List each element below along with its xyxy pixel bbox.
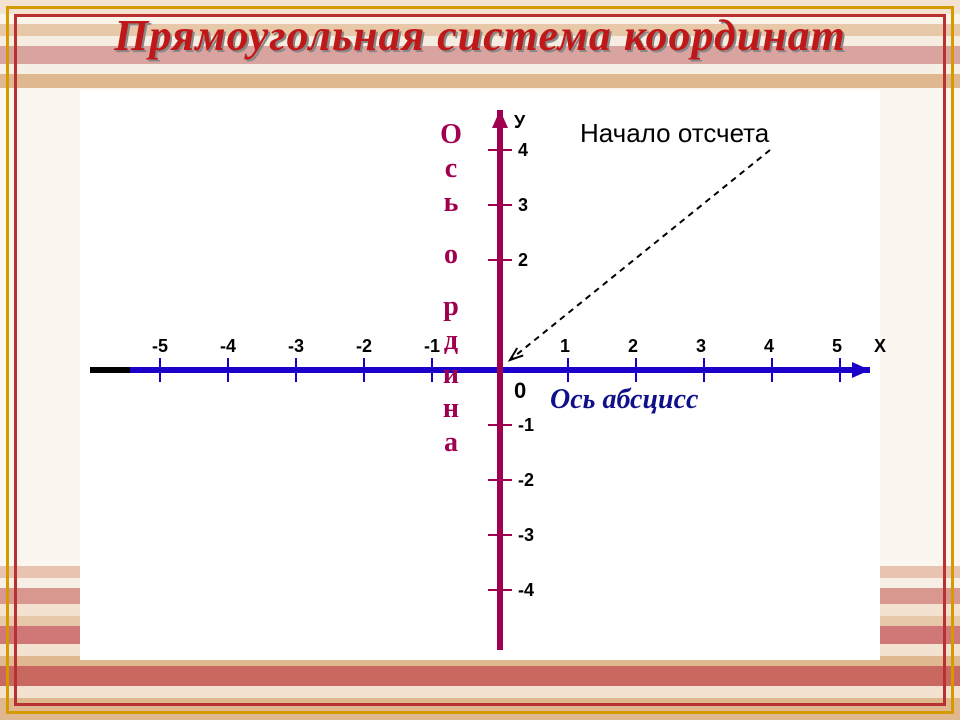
x-tick-label: 4 [764, 336, 774, 357]
y-tick-label: 3 [518, 195, 528, 216]
y-tick-label: -1 [518, 415, 534, 436]
y-axis-name-letter: О [436, 118, 466, 152]
y-axis-name-letter: и [436, 358, 466, 392]
y-tick-label: 2 [518, 250, 528, 271]
y-tick-label: 4 [518, 140, 528, 161]
x-tick-label: -4 [220, 336, 236, 357]
x-axis-name: Ось абсцисс [550, 384, 698, 416]
x-tick-label: 5 [832, 336, 842, 357]
y-axis-name: Осьордина [436, 118, 466, 460]
y-axis-name-letter: о [436, 238, 466, 272]
y-axis-name-letter: ь [436, 186, 466, 220]
y-axis-name-letter: с [436, 152, 466, 186]
y-tick-label: -4 [518, 580, 534, 601]
origin-pointer-label: Начало отсчета [580, 118, 769, 149]
y-axis-name-letter: н [436, 392, 466, 426]
x-axis-letter: Х [874, 336, 886, 357]
x-tick-label: -2 [356, 336, 372, 357]
x-tick-label: -5 [152, 336, 168, 357]
x-tick-label: 1 [560, 336, 570, 357]
coordinate-plot: -5-4-3-2-112345 432-1-2-3-4 Х У 0 Начало… [80, 90, 880, 660]
plot-svg [80, 90, 880, 660]
y-axis-name-letter: д [436, 324, 466, 358]
origin-zero: 0 [514, 378, 526, 404]
x-tick-label: 3 [696, 336, 706, 357]
y-tick-label: -3 [518, 525, 534, 546]
y-tick-label: -2 [518, 470, 534, 491]
x-tick-label: 2 [628, 336, 638, 357]
x-tick-label: -3 [288, 336, 304, 357]
y-axis-name-letter: р [436, 290, 466, 324]
y-axis-name-letter: а [436, 426, 466, 460]
y-axis-letter: У [514, 112, 525, 133]
